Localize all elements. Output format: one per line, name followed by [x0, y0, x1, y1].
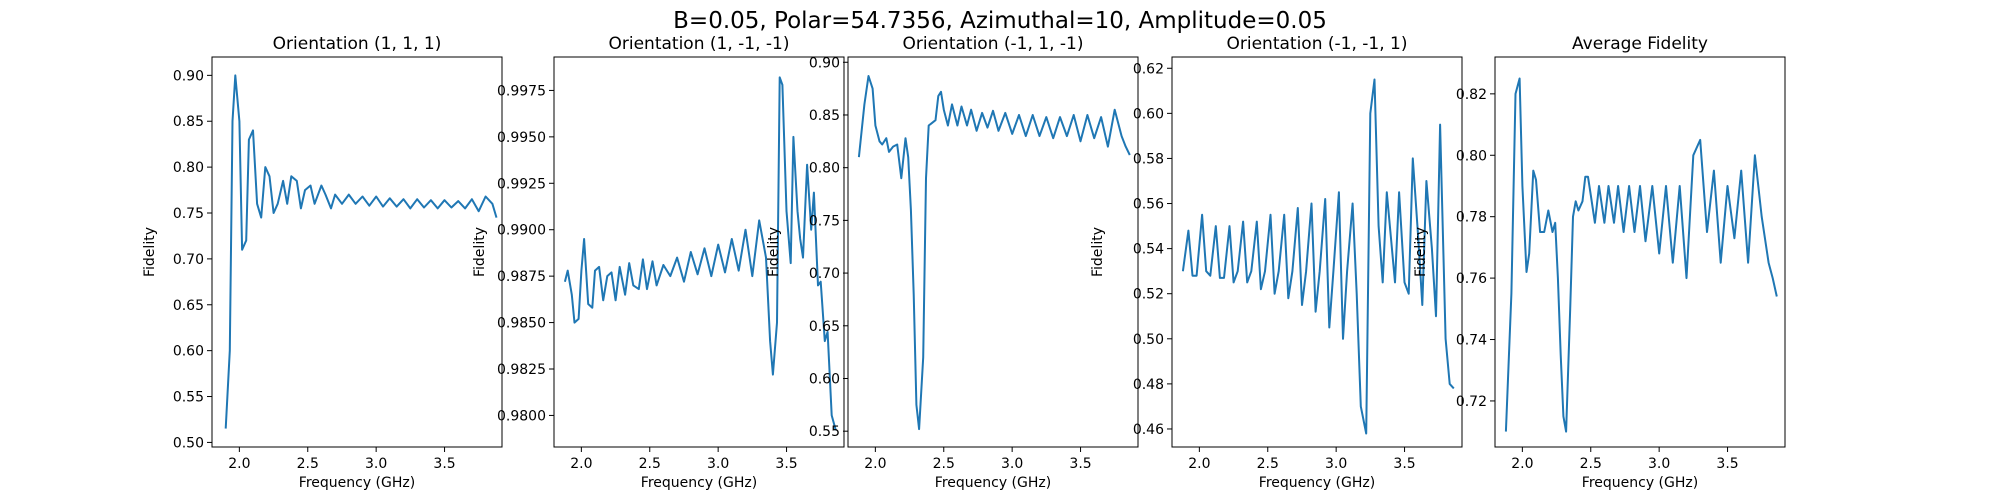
y-tick-label: 0.55	[173, 390, 204, 406]
x-tick-label: 3.0	[707, 456, 729, 472]
x-tick-label: 3.0	[1325, 456, 1347, 472]
x-tick-label: 3.5	[775, 456, 797, 472]
y-tick-label: 0.52	[1133, 287, 1164, 303]
y-tick-label: 0.70	[173, 252, 204, 268]
plot-frame	[553, 56, 845, 448]
y-tick-label: 0.75	[173, 206, 204, 222]
x-axis-label: Frequency (GHz)	[1259, 475, 1375, 491]
plot-frame	[1494, 56, 1786, 448]
y-axis-label: Fidelity	[766, 227, 782, 277]
x-axis-label: Frequency (GHz)	[299, 475, 415, 491]
y-tick-label: 0.46	[1133, 422, 1164, 438]
subplot-1: Orientation (1, 1, 1) 2.0 2.5 3.0 3.5 0.50 0.5…	[142, 34, 503, 491]
subplot-title: Orientation (1, 1, 1)	[273, 34, 442, 54]
y-tick-label: 0.60	[1133, 106, 1164, 122]
subplot-title: Average Fidelity	[1572, 34, 1708, 54]
y-tick-label: 0.90	[173, 68, 204, 84]
y-tick-label: 0.58	[1133, 151, 1164, 167]
x-tick-label: 2.0	[864, 456, 886, 472]
plot-frame	[847, 56, 1139, 448]
y-tick-label: 0.65	[173, 298, 204, 314]
subplot-3: Orientation (-1, 1, -1) 2.0 2.5 3.0 3.5 0.55 0…	[766, 34, 1139, 491]
x-tick-label: 2.0	[1511, 456, 1533, 472]
series-line	[1181, 78, 1455, 435]
y-tick-label: 0.82	[1456, 87, 1487, 103]
subplot-title: Orientation (1, -1, -1)	[609, 34, 790, 54]
x-tick-label: 3.0	[1001, 456, 1023, 472]
x-tick-label: 3.0	[365, 456, 387, 472]
y-axis-label: Fidelity	[1413, 227, 1429, 277]
figure-suptitle: B=0.05, Polar=54.7356, Azimuthal=10, Amp…	[673, 8, 1327, 34]
y-tick-label: 0.9950	[497, 130, 546, 146]
x-tick-label: 2.5	[1257, 456, 1279, 472]
y-tick-label: 0.74	[1456, 333, 1487, 349]
y-tick-label: 0.55	[809, 424, 840, 440]
y-tick-label: 0.76	[1456, 271, 1487, 287]
y-axis-label: Fidelity	[1090, 227, 1106, 277]
y-tick-label: 0.9825	[497, 362, 546, 378]
series-line	[563, 76, 837, 431]
y-tick-label: 0.60	[173, 344, 204, 360]
y-tick-label: 0.85	[809, 108, 840, 124]
y-tick-label: 0.50	[173, 435, 204, 451]
series-line	[224, 74, 498, 429]
y-tick-label: 0.85	[173, 114, 204, 130]
x-axis-label: Frequency (GHz)	[935, 475, 1051, 491]
x-axis-label: Frequency (GHz)	[641, 475, 757, 491]
y-tick-label: 0.9850	[497, 316, 546, 332]
y-axis-label: Fidelity	[142, 227, 158, 277]
y-tick-label: 0.80	[1456, 148, 1487, 164]
y-tick-label: 0.80	[173, 160, 204, 176]
y-tick-label: 0.90	[809, 55, 840, 71]
subplot-title: Orientation (-1, -1, 1)	[1227, 34, 1408, 54]
y-tick-label: 0.62	[1133, 61, 1164, 77]
series-line	[1504, 77, 1778, 433]
subplot-2: Orientation (1, -1, -1) 2.0 2.5 3.0 3.5 0.980…	[472, 34, 845, 491]
x-tick-label: 3.5	[1716, 456, 1738, 472]
x-tick-label: 2.5	[1580, 456, 1602, 472]
series-line	[857, 75, 1131, 431]
subplot-5: Average Fidelity 2.0 2.5 3.0 3.5 0.72 0.74 0.76…	[1413, 34, 1786, 491]
y-tick-label: 0.80	[809, 161, 840, 177]
x-tick-label: 3.5	[1069, 456, 1091, 472]
x-tick-label: 2.5	[297, 456, 319, 472]
y-tick-label: 0.70	[809, 266, 840, 282]
x-axis-label: Frequency (GHz)	[1582, 475, 1698, 491]
y-tick-label: 0.50	[1133, 332, 1164, 348]
x-tick-label: 2.0	[1188, 456, 1210, 472]
x-tick-label: 2.5	[933, 456, 955, 472]
y-axis-label: Fidelity	[472, 227, 488, 277]
subplot-4: Orientation (-1, -1, 1) 2.0 2.5 3.0 3.5 0.46 0…	[1090, 34, 1463, 491]
y-tick-label: 0.9875	[497, 269, 546, 285]
x-tick-label: 2.0	[570, 456, 592, 472]
y-tick-label: 0.9925	[497, 176, 546, 192]
plot-frame	[1171, 56, 1463, 448]
x-tick-label: 3.0	[1648, 456, 1670, 472]
x-tick-label: 3.5	[433, 456, 455, 472]
y-tick-label: 0.56	[1133, 197, 1164, 213]
y-tick-label: 0.48	[1133, 377, 1164, 393]
plot-frame	[211, 56, 503, 448]
y-tick-label: 0.9800	[497, 408, 546, 424]
subplot-title: Orientation (-1, 1, -1)	[903, 34, 1084, 54]
y-tick-label: 0.72	[1456, 394, 1487, 410]
y-tick-label: 0.75	[809, 213, 840, 229]
x-tick-label: 2.0	[228, 456, 250, 472]
y-tick-label: 0.54	[1133, 242, 1164, 258]
y-tick-label: 0.9900	[497, 223, 546, 239]
y-tick-label: 0.9975	[497, 83, 546, 99]
x-tick-label: 3.5	[1393, 456, 1415, 472]
subplots: Orientation (1, 1, 1) 2.0 2.5 3.0 3.5 0.50 0.5…	[142, 34, 1786, 491]
y-tick-label: 0.60	[809, 371, 840, 387]
y-tick-label: 0.65	[809, 319, 840, 335]
x-tick-label: 2.5	[639, 456, 661, 472]
y-tick-label: 0.78	[1456, 210, 1487, 226]
